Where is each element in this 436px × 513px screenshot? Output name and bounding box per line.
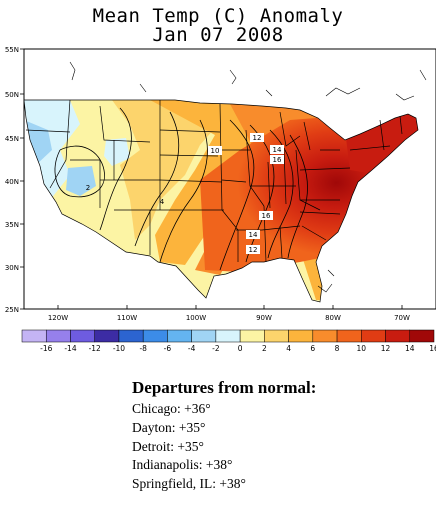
color-bar-swatch — [191, 329, 217, 343]
contour-label: 4 — [160, 198, 165, 206]
lat-label: 25N — [5, 306, 19, 314]
lat-label: 40N — [5, 178, 19, 186]
color-bar-swatch — [215, 329, 241, 343]
coastlines — [69, 61, 427, 293]
lon-label: 70W — [394, 314, 410, 322]
color-bar-swatch — [361, 329, 386, 343]
departures-heading: Departures from normal: — [132, 378, 317, 397]
lat-label: 35N — [5, 221, 19, 229]
color-bar-label: -2 — [212, 344, 220, 353]
color-bar-label: -8 — [139, 344, 147, 353]
departure-line: Dayton: +35° — [132, 419, 206, 435]
color-bar-label: -12 — [89, 344, 101, 353]
departure-line: Detroit: +35° — [132, 438, 204, 454]
color-bar-label: 14 — [405, 344, 415, 353]
color-bar-swatch — [385, 329, 411, 343]
departure-line: Springfield, IL: +38° — [132, 476, 246, 492]
departure-line: Indianapolis: +38° — [132, 457, 233, 473]
color-bar-label: 0 — [238, 344, 243, 353]
color-bar-swatch — [94, 329, 120, 343]
lon-label: 120W — [48, 314, 68, 322]
lon-label: 110W — [117, 314, 137, 322]
color-bar-label: 10 — [357, 344, 367, 353]
color-bar-swatch — [45, 329, 71, 343]
color-bar-swatch — [70, 329, 95, 343]
lat-label: 50N — [5, 91, 19, 99]
lat-label: 55N — [5, 46, 19, 54]
color-bar-labels: -16 -14 -12 -10 -8 -6 -4 -2 0 2 4 6 8 10 12 14 16 — [40, 344, 436, 353]
lat-label: 45N — [5, 135, 19, 143]
color-bar-label: -14 — [64, 344, 76, 353]
latitude-labels: 55N 50N 45N 40N 35N 30N 25N — [5, 46, 19, 314]
contour-label: 12 — [249, 246, 258, 254]
contour-label: 14 — [249, 231, 258, 239]
color-bar-swatch — [118, 329, 144, 343]
color-bar-swatch — [336, 329, 362, 343]
lon-label: 90W — [256, 314, 272, 322]
lon-label: 80W — [325, 314, 341, 322]
color-bar-swatch — [264, 329, 289, 343]
departure-line: Chicago: +36° — [132, 401, 211, 416]
color-bar-swatch — [239, 329, 265, 343]
contour-label: 14 — [273, 146, 282, 154]
color-bar-swatch — [409, 329, 435, 343]
contour-label: 2 — [86, 184, 90, 192]
color-bar-label: -6 — [164, 344, 172, 353]
color-bar-label: 2 — [262, 344, 267, 353]
lat-label: 30N — [5, 264, 19, 272]
lon-label: 100W — [186, 314, 206, 322]
color-bar — [21, 329, 435, 343]
color-bar-swatch — [167, 329, 192, 343]
longitude-labels: 120W 110W 100W 90W 80W 70W — [48, 314, 410, 322]
state-borders — [23, 99, 419, 303]
color-bar-label: -10 — [113, 344, 125, 353]
color-bar-swatch — [21, 329, 47, 343]
color-bar-label: 4 — [286, 344, 291, 353]
color-bar-label: -4 — [188, 344, 196, 353]
color-bar-label: 6 — [310, 344, 315, 353]
color-bar-swatch — [142, 329, 168, 343]
color-bar-label: -16 — [40, 344, 52, 353]
contour-label: 16 — [262, 212, 271, 220]
color-bar-swatch — [288, 329, 314, 343]
longitude-ticks — [57, 305, 403, 309]
contour-label: 16 — [273, 156, 282, 164]
contour-label: 10 — [211, 147, 220, 155]
latitude-ticks — [20, 48, 24, 310]
departures-box: Departures from normal: Chicago: +36° Da… — [132, 378, 316, 494]
color-bar-label: 8 — [335, 344, 340, 353]
color-bar-swatch — [312, 329, 338, 343]
map-title: Mean Temp (C) Anomaly — [92, 5, 344, 27]
contour-labels: 12 14 16 10 16 14 12 2 4 — [86, 133, 284, 254]
color-bar-label: 12 — [381, 344, 391, 353]
contour-label: 12 — [253, 134, 262, 142]
map-date: Jan 07 2008 — [152, 24, 284, 46]
color-bar-label: 16 — [429, 344, 436, 353]
